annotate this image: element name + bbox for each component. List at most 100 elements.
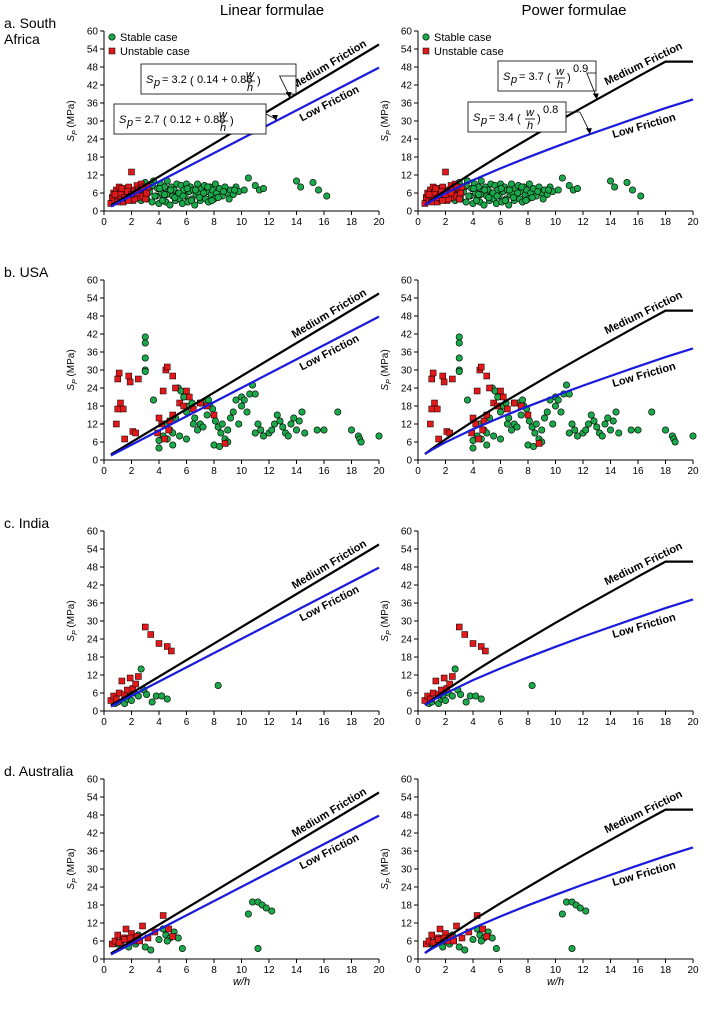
- x-axis-label: w/h: [547, 976, 564, 988]
- equation-lhs: S: [473, 112, 481, 124]
- stable-point: [496, 435, 504, 443]
- stable-point: [628, 186, 636, 194]
- x-tick-label: 12: [263, 717, 275, 728]
- x-tick-label: 20: [373, 217, 385, 228]
- x-tick-label: 20: [687, 466, 699, 477]
- stable-point: [191, 186, 199, 194]
- unstable-point: [429, 369, 437, 377]
- unstable-point: [457, 189, 464, 197]
- equation-paren: ): [537, 113, 541, 125]
- unstable-point: [461, 631, 468, 638]
- y-axis-label-unit: (MPa): [380, 349, 391, 379]
- stable-point: [199, 423, 207, 431]
- stable-point: [196, 194, 204, 202]
- x-tick-label: 16: [632, 717, 644, 728]
- stable-point: [301, 429, 309, 437]
- stable-point: [155, 935, 163, 943]
- equation-exponent: 0.8: [543, 104, 558, 116]
- stable-point: [562, 381, 570, 389]
- unstable-point: [114, 931, 121, 939]
- y-axis-label-sub: P: [72, 630, 79, 635]
- unstable-point: [164, 643, 171, 650]
- legend-unstable-marker: [108, 47, 116, 55]
- x-tick-label: 6: [498, 466, 504, 477]
- stable-point: [554, 396, 562, 404]
- stable-point: [455, 339, 463, 347]
- stable-point: [623, 179, 631, 187]
- stable-point: [158, 692, 166, 700]
- stable-point: [606, 177, 614, 185]
- stable-point: [167, 186, 175, 194]
- stable-point: [531, 429, 539, 437]
- medium-friction-curve: [424, 560, 693, 706]
- equation-sub: p: [510, 74, 517, 86]
- x-tick-label: 8: [525, 466, 531, 477]
- x-tick-label: 14: [605, 466, 617, 477]
- y-tick-label: 42: [87, 330, 99, 341]
- equation-box: [467, 101, 567, 133]
- y-tick-label: 36: [87, 847, 99, 858]
- stable-point: [231, 186, 239, 194]
- x-tick-label: 4: [470, 217, 476, 228]
- y-tick-label: 24: [87, 135, 99, 146]
- stable-point: [474, 191, 482, 199]
- stable-point: [320, 426, 328, 434]
- stable-point: [587, 411, 595, 419]
- y-tick-label: 30: [401, 865, 413, 876]
- x-tick-label: 18: [346, 965, 358, 976]
- x-tick-label: 0: [415, 466, 421, 477]
- unstable-point: [504, 405, 511, 413]
- stable-point: [268, 907, 276, 915]
- y-tick-label: 54: [401, 793, 413, 804]
- stable-point: [558, 174, 566, 182]
- stable-point: [298, 408, 306, 416]
- x-tick-label: 2: [443, 717, 449, 728]
- stable-point: [485, 194, 493, 202]
- equation-h: h: [557, 79, 563, 91]
- y-tick-label: 0: [406, 207, 412, 218]
- unstable-point: [449, 673, 456, 680]
- stable-point: [217, 429, 225, 437]
- unstable-point: [172, 384, 179, 392]
- medium-friction-curve: [424, 808, 693, 954]
- y-tick-label: 54: [87, 793, 99, 804]
- stable-point: [465, 192, 473, 200]
- stable-point: [287, 420, 295, 428]
- x-tick-label: 16: [318, 217, 330, 228]
- x-tick-label: 18: [660, 717, 672, 728]
- stable-point: [558, 910, 566, 918]
- stable-point: [480, 201, 488, 209]
- x-tick-label: 8: [525, 217, 531, 228]
- stable-point: [472, 692, 480, 700]
- y-axis-label-unit: (MPa): [66, 100, 77, 130]
- callout-low-arrowhead: [271, 115, 278, 122]
- y-tick-label: 18: [401, 653, 413, 664]
- stable-point: [161, 191, 169, 199]
- y-axis-label: SP (MPa): [66, 100, 79, 141]
- stable-point: [216, 442, 224, 450]
- unstable-point: [221, 440, 229, 447]
- equation-h: h: [220, 122, 226, 134]
- stable-point: [208, 197, 216, 205]
- equation-paren: (: [163, 115, 167, 127]
- stable-point: [147, 946, 155, 954]
- unstable-point: [121, 936, 128, 943]
- x-tick-label: 18: [660, 965, 672, 976]
- unstable-point: [434, 405, 441, 413]
- stable-point: [259, 185, 267, 193]
- equation-coef: = 2.7: [135, 114, 160, 126]
- y-axis-label-sub: P: [386, 130, 393, 135]
- stable-point: [455, 354, 463, 362]
- unstable-point: [500, 393, 507, 401]
- stable-point: [490, 432, 498, 440]
- y-tick-label: 42: [87, 581, 99, 592]
- unstable-point: [122, 925, 130, 933]
- stable-point: [525, 180, 533, 188]
- x-tick-label: 16: [632, 965, 644, 976]
- x-tick-label: 6: [184, 965, 190, 976]
- callout-medium: [278, 75, 296, 97]
- stable-point: [191, 414, 199, 422]
- y-axis-label-sub: P: [386, 630, 393, 635]
